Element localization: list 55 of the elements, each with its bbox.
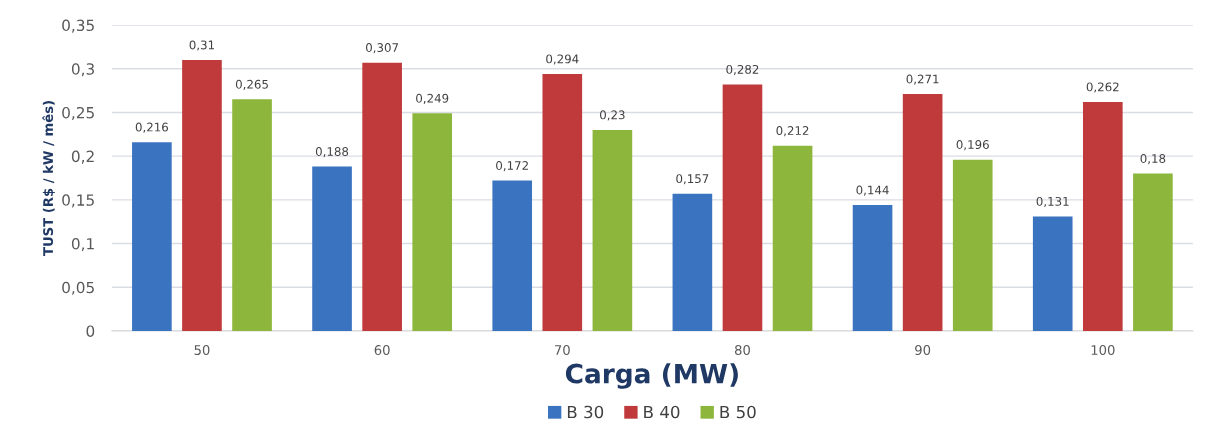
y-tick-label: 0,35 <box>62 19 94 33</box>
data-label: 0,265 <box>235 79 268 90</box>
x-tick-label: 50 <box>194 345 210 356</box>
data-label: 0,271 <box>906 74 939 85</box>
y-tick-label: 0,1 <box>71 237 94 252</box>
legend-label: B 50 <box>720 405 756 419</box>
bar <box>592 129 633 331</box>
data-label: 0,282 <box>726 64 759 76</box>
data-label: 0,216 <box>135 122 169 133</box>
bar <box>1082 101 1123 331</box>
bar <box>362 62 402 331</box>
data-label: 0,18 <box>1140 154 1166 165</box>
bar <box>492 180 533 331</box>
bar <box>412 113 453 331</box>
bar <box>182 60 222 331</box>
data-label: 0,31 <box>189 40 215 51</box>
data-label: 0,131 <box>1036 196 1069 208</box>
bar <box>132 142 172 331</box>
bar <box>542 73 583 331</box>
y-tick-label: 0,3 <box>71 63 94 77</box>
data-label: 0,144 <box>856 185 889 196</box>
bar <box>312 166 352 331</box>
bar <box>952 159 993 331</box>
bar <box>1133 173 1173 331</box>
bar <box>772 145 813 331</box>
data-label: 0,157 <box>676 174 709 185</box>
data-label: 0,212 <box>776 126 809 137</box>
data-label: 0,188 <box>315 147 349 158</box>
x-tick-label: 60 <box>374 345 390 356</box>
x-tick-label: 90 <box>915 345 931 356</box>
y-tick-label: 0,25 <box>62 106 94 121</box>
bar <box>902 94 943 331</box>
data-label: 0,249 <box>416 93 449 104</box>
x-tick-label: 80 <box>734 345 750 356</box>
data-label: 0,23 <box>600 110 625 121</box>
y-tick-label: 0,2 <box>71 150 94 164</box>
bar <box>1032 216 1073 331</box>
data-label: 0,262 <box>1086 82 1119 93</box>
data-label: 0,196 <box>956 140 989 151</box>
legend-label: B 40 <box>644 405 680 419</box>
data-label: 0,172 <box>496 161 528 172</box>
y-tick-label: 0 <box>86 325 95 337</box>
y-tick-label: 0,05 <box>62 281 94 295</box>
bar <box>672 193 713 331</box>
data-label: 0,307 <box>366 43 399 54</box>
x-axis-title: Carga (MW) <box>565 363 738 389</box>
bar <box>852 205 893 331</box>
x-tick-label: 70 <box>554 345 570 356</box>
bar <box>722 84 763 331</box>
x-tick-label: 100 <box>1091 345 1115 356</box>
data-label: 0,294 <box>546 54 579 65</box>
bar <box>232 99 272 331</box>
y-axis-title: TUST (R$ / kW / mês) <box>42 101 55 256</box>
legend-label: B 30 <box>567 405 604 419</box>
y-tick-label: 0,15 <box>62 194 94 208</box>
